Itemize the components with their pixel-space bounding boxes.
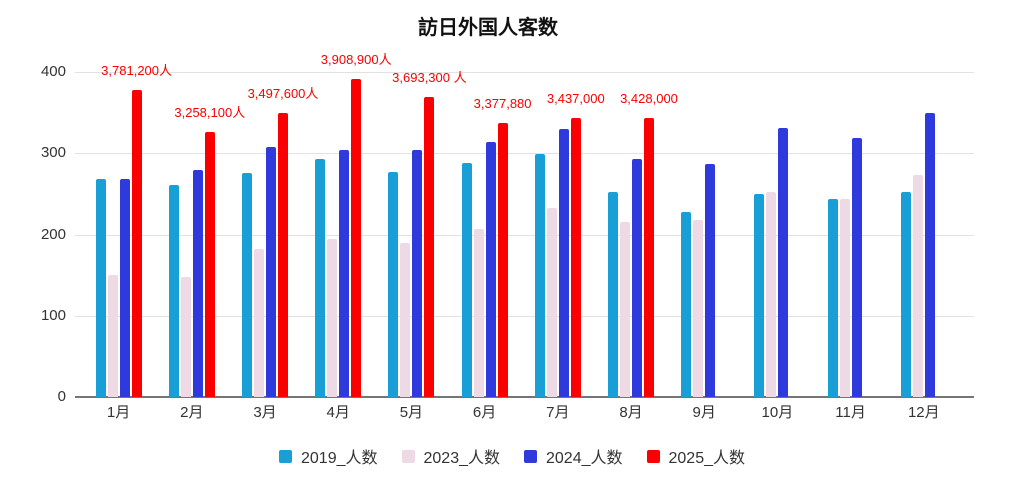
bar-annotation: 3,428,000	[620, 91, 678, 107]
y-tick-label: 100	[40, 306, 66, 324]
bar-2023_人数-3月	[254, 249, 264, 397]
bar-2023_人数-4月	[327, 238, 338, 397]
bar-2025_人数-5月	[424, 96, 435, 397]
legend-label: 2023_人数	[423, 450, 501, 467]
x-axis-label: 12月	[907, 404, 940, 421]
bar-2019_人数-5月	[388, 171, 399, 397]
bar-2024_人数-5月	[412, 150, 423, 397]
legend: 2019_人数 2023_人数 2024_人数 2025_人数	[0, 444, 1024, 468]
legend-item-2025_人数: 2025_人数	[646, 444, 746, 468]
bar-2025_人数-4月	[351, 79, 362, 397]
legend-item-2019_人数: 2019_人数	[279, 444, 378, 468]
bar-2023_人数-8月	[620, 221, 630, 397]
x-axis-label: 2月	[180, 404, 204, 421]
bar-2023_人数-1月	[107, 275, 118, 397]
bar-2025_人数-3月	[278, 112, 288, 397]
x-axis-label: 4月	[326, 404, 350, 421]
x-axis-label: 8月	[619, 404, 643, 421]
bar-annotation: 3,693,300 人	[392, 69, 467, 85]
bar-2023_人数-7月	[546, 208, 557, 397]
bar-2019_人数-6月	[461, 163, 472, 397]
bar-2019_人数-7月	[534, 153, 545, 397]
x-axis-label: 5月	[399, 404, 424, 421]
bar-2025_人数-1月	[131, 89, 142, 397]
x-axis-label: 11月	[835, 404, 866, 421]
bar-2024_人数-7月	[558, 129, 569, 397]
bar-2019_人数-4月	[315, 159, 326, 397]
legend-label: 2024_人数	[546, 450, 623, 467]
legend-label: 2019_人数	[301, 450, 378, 467]
bar-2019_人数-10月	[754, 194, 765, 397]
y-tick-label: 400	[40, 63, 66, 80]
bar-annotation: 3,258,100人	[174, 105, 246, 121]
bar-2025_人数-8月	[644, 118, 654, 397]
legend-item-2024_人数: 2024_人数	[524, 444, 623, 468]
bar-2019_人数-2月	[168, 185, 179, 397]
bar-2024_人数-2月	[192, 170, 203, 397]
bar-2024_人数-12月	[924, 113, 935, 397]
bar-2023_人数-11月	[839, 198, 850, 397]
grid-line	[75, 234, 974, 236]
chart-title: 訪日外国人客数	[418, 17, 558, 39]
legend-swatch	[646, 449, 660, 463]
bar-2023_人数-2月	[180, 277, 191, 397]
legend-swatch	[279, 449, 292, 463]
bar-2023_人数-12月	[912, 174, 923, 397]
bar-2023_人数-6月	[473, 228, 484, 397]
bar-2025_人数-6月	[497, 122, 508, 397]
x-axis-label: 9月	[692, 404, 716, 421]
bar-annotation: 3,377,880	[473, 95, 532, 111]
legend-swatch	[524, 449, 537, 463]
bar-2024_人数-9月	[705, 163, 716, 397]
bar-annotation: 3,781,200人	[101, 62, 173, 78]
bar-2019_人数-12月	[900, 191, 911, 397]
x-axis-line	[75, 396, 974, 398]
bar-annotation: 3,437,000	[546, 90, 605, 106]
x-axis-label: 6月	[472, 404, 497, 421]
bar-2019_人数-8月	[608, 192, 618, 397]
bar-2024_人数-3月	[266, 146, 276, 397]
grid-line	[75, 315, 974, 317]
bar-2019_人数-11月	[827, 198, 838, 397]
bar-2024_人数-1月	[119, 178, 130, 397]
bar-annotation: 3,908,900人	[320, 52, 392, 68]
bar-2023_人数-5月	[400, 242, 411, 397]
legend-label: 2025_人数	[668, 450, 746, 467]
y-tick-label: 200	[40, 225, 66, 243]
grid-line	[75, 72, 974, 73]
bar-2024_人数-10月	[778, 127, 789, 397]
x-axis-label: 3月	[253, 404, 277, 421]
bar-2024_人数-4月	[339, 149, 350, 397]
bar-2019_人数-1月	[95, 178, 106, 397]
bar-2023_人数-10月	[766, 192, 777, 397]
grid-line	[75, 153, 974, 155]
bar-2023_人数-9月	[693, 219, 704, 397]
bar-2025_人数-2月	[204, 132, 215, 397]
legend-swatch	[401, 449, 415, 463]
x-axis-label: 7月	[546, 404, 570, 421]
y-tick-label: 0	[57, 388, 66, 405]
y-tick-label: 300	[40, 144, 66, 162]
bar-annotation: 3,497,600人	[247, 85, 319, 101]
x-axis-label: 10月	[761, 404, 794, 421]
bar-2024_人数-6月	[485, 142, 496, 397]
bar-2024_人数-8月	[632, 158, 642, 397]
bar-2019_人数-3月	[242, 172, 252, 397]
legend-item-2023_人数: 2023_人数	[401, 444, 501, 468]
bar-2019_人数-9月	[681, 212, 692, 397]
x-axis-label: 1月	[106, 404, 131, 421]
bar-2025_人数-7月	[570, 117, 581, 397]
bar-2024_人数-11月	[851, 138, 862, 397]
